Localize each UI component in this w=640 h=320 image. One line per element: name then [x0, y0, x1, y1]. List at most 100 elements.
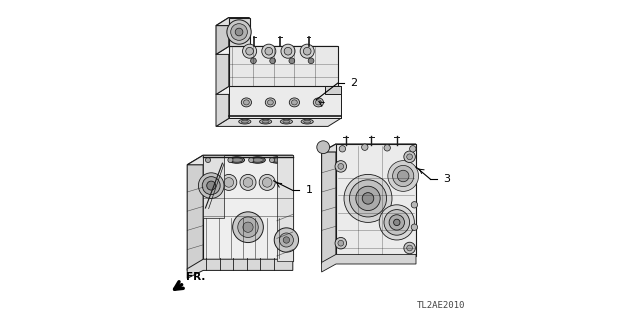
Circle shape [349, 180, 387, 217]
Circle shape [388, 161, 419, 191]
Text: TL2AE2010: TL2AE2010 [417, 301, 466, 310]
Circle shape [205, 178, 214, 187]
Text: 1: 1 [306, 185, 312, 196]
Polygon shape [216, 18, 250, 26]
Circle shape [259, 174, 275, 190]
Ellipse shape [229, 157, 244, 163]
Ellipse shape [241, 120, 248, 123]
Circle shape [281, 44, 295, 58]
Circle shape [227, 20, 251, 44]
Circle shape [356, 186, 380, 211]
Circle shape [221, 174, 237, 190]
Circle shape [407, 154, 413, 160]
Circle shape [233, 212, 264, 243]
Circle shape [279, 233, 293, 247]
Ellipse shape [283, 120, 290, 123]
Circle shape [248, 157, 253, 163]
Ellipse shape [280, 119, 292, 124]
Polygon shape [229, 18, 250, 46]
Circle shape [262, 178, 272, 187]
Polygon shape [216, 18, 229, 54]
Ellipse shape [272, 158, 284, 162]
Circle shape [308, 58, 314, 64]
Polygon shape [322, 144, 416, 152]
Ellipse shape [316, 100, 321, 105]
Polygon shape [204, 155, 224, 218]
Circle shape [224, 178, 234, 187]
Ellipse shape [301, 119, 314, 124]
Circle shape [269, 157, 275, 163]
Circle shape [284, 47, 292, 55]
Circle shape [384, 210, 410, 235]
Ellipse shape [209, 157, 224, 163]
Circle shape [231, 24, 247, 40]
Circle shape [265, 47, 273, 55]
Circle shape [339, 146, 346, 152]
Ellipse shape [243, 100, 250, 105]
Polygon shape [322, 254, 416, 272]
Circle shape [243, 222, 253, 232]
Circle shape [251, 58, 256, 64]
Text: 3: 3 [443, 174, 450, 184]
Ellipse shape [239, 119, 251, 124]
Circle shape [240, 174, 256, 190]
Circle shape [283, 237, 289, 243]
Circle shape [202, 174, 218, 190]
Text: FR.: FR. [186, 272, 205, 282]
Ellipse shape [210, 158, 222, 162]
Circle shape [397, 170, 409, 182]
Circle shape [317, 141, 330, 154]
Circle shape [410, 146, 416, 152]
Ellipse shape [268, 100, 273, 105]
Ellipse shape [270, 157, 285, 163]
Polygon shape [325, 86, 340, 94]
Polygon shape [187, 155, 292, 165]
Circle shape [300, 44, 314, 58]
Ellipse shape [262, 120, 269, 123]
Circle shape [362, 144, 368, 150]
Text: 2: 2 [351, 78, 358, 88]
Circle shape [379, 205, 415, 240]
Polygon shape [216, 86, 340, 94]
Ellipse shape [304, 120, 311, 123]
Circle shape [246, 47, 253, 55]
Circle shape [198, 173, 224, 198]
Ellipse shape [231, 158, 243, 162]
Circle shape [274, 228, 298, 252]
Circle shape [335, 161, 347, 172]
Polygon shape [187, 155, 204, 270]
Circle shape [303, 47, 311, 55]
Ellipse shape [260, 119, 272, 124]
Circle shape [389, 215, 404, 230]
Circle shape [205, 157, 211, 163]
Ellipse shape [252, 158, 264, 162]
Circle shape [289, 58, 295, 64]
Circle shape [393, 165, 414, 187]
Polygon shape [187, 259, 292, 278]
Circle shape [404, 151, 415, 163]
Circle shape [404, 242, 415, 254]
Polygon shape [216, 46, 229, 94]
Circle shape [243, 44, 257, 58]
Circle shape [338, 240, 344, 246]
Ellipse shape [292, 100, 297, 105]
Polygon shape [336, 144, 416, 256]
Circle shape [384, 145, 390, 151]
Polygon shape [322, 144, 336, 264]
Circle shape [394, 219, 400, 226]
Circle shape [412, 224, 417, 230]
Ellipse shape [314, 98, 323, 107]
Ellipse shape [265, 98, 275, 107]
Circle shape [412, 202, 417, 208]
Circle shape [338, 164, 344, 169]
Ellipse shape [241, 98, 252, 107]
Polygon shape [277, 155, 292, 261]
Circle shape [362, 193, 374, 204]
Circle shape [335, 237, 347, 249]
Circle shape [407, 245, 413, 251]
Circle shape [236, 28, 243, 36]
Polygon shape [216, 118, 340, 126]
Circle shape [243, 178, 253, 187]
Polygon shape [216, 46, 338, 54]
Circle shape [344, 174, 392, 222]
